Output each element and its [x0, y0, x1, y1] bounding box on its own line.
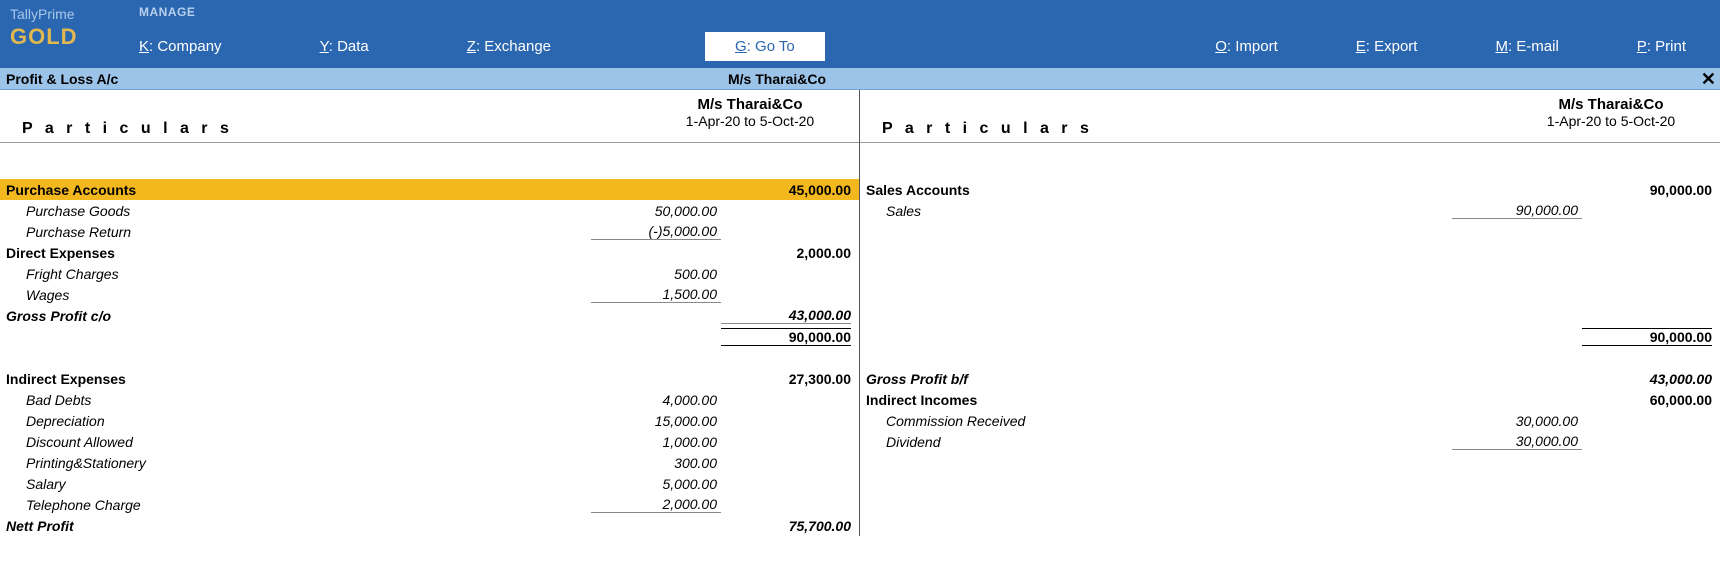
report-title: Profit & Loss A/c — [0, 71, 728, 87]
menu-data[interactable]: Y: Data — [316, 30, 373, 63]
left-company-name: M/s Tharai&Co — [651, 96, 849, 113]
right-period: 1-Apr-20 to 5-Oct-20 — [1512, 113, 1710, 129]
row-purchase-goods[interactable]: Purchase Goods 50,000.00 — [0, 200, 859, 221]
particulars-heading: P a r t i c u l a r s — [8, 96, 651, 138]
top-header: TallyPrime GOLD MANAGE K: Company Y: Dat… — [0, 0, 1720, 68]
row-indirect-incomes[interactable]: Indirect Incomes 60,000.00 — [860, 389, 1720, 410]
app-name: TallyPrime — [10, 6, 125, 22]
row-fright[interactable]: Fright Charges 500.00 — [0, 263, 859, 284]
right-col-header: P a r t i c u l a r s M/s Tharai&Co 1-Ap… — [860, 90, 1720, 143]
row-telephone[interactable]: Telephone Charge 2,000.00 — [0, 494, 859, 515]
manage-label: MANAGE — [139, 5, 195, 19]
left-column: P a r t i c u l a r s M/s Tharai&Co 1-Ap… — [0, 90, 860, 536]
left-period: 1-Apr-20 to 5-Oct-20 — [651, 113, 849, 129]
row-direct-expenses[interactable]: Direct Expenses 2,000.00 — [0, 242, 859, 263]
left-company-block: M/s Tharai&Co 1-Apr-20 to 5-Oct-20 — [651, 96, 851, 138]
menu-goto[interactable]: G: Go To — [705, 32, 825, 61]
menu-import[interactable]: O: Import — [1211, 30, 1282, 63]
row-dividend[interactable]: Dividend 30,000.00 — [860, 431, 1720, 452]
right-company-block: M/s Tharai&Co 1-Apr-20 to 5-Oct-20 — [1512, 96, 1712, 138]
sub-company: M/s Tharai&Co — [728, 71, 826, 87]
spacer — [860, 284, 1720, 305]
row-gross-profit-bf[interactable]: Gross Profit b/f 43,000.00 — [860, 368, 1720, 389]
brand-block: TallyPrime GOLD — [0, 0, 135, 68]
particulars-heading-right: P a r t i c u l a r s — [868, 96, 1512, 138]
right-company-name: M/s Tharai&Co — [1512, 96, 1710, 113]
row-depreciation[interactable]: Depreciation 15,000.00 — [0, 410, 859, 431]
manage-row: MANAGE — [135, 0, 1720, 24]
spacer — [860, 263, 1720, 284]
menu-export[interactable]: E: Export — [1352, 30, 1422, 63]
row-indirect-expenses[interactable]: Indirect Expenses 27,300.00 — [0, 368, 859, 389]
report-body: P a r t i c u l a r s M/s Tharai&Co 1-Ap… — [0, 90, 1720, 536]
row-purchase-return[interactable]: Purchase Return (-)5,000.00 — [0, 221, 859, 242]
row-printing[interactable]: Printing&Stationery 300.00 — [0, 452, 859, 473]
row-right-subtotal1: 90,000.00 — [860, 326, 1720, 347]
menu-email[interactable]: M: E-mail — [1491, 30, 1562, 63]
menu-print[interactable]: P: Print — [1633, 30, 1690, 63]
row-salary[interactable]: Salary 5,000.00 — [0, 473, 859, 494]
menu-right-group: O: Import E: Export M: E-mail P: Print — [1211, 30, 1720, 63]
row-wages[interactable]: Wages 1,500.00 — [0, 284, 859, 305]
spacer — [0, 347, 859, 368]
row-commission[interactable]: Commission Received 30,000.00 — [860, 410, 1720, 431]
row-left-subtotal1: 90,000.00 — [0, 326, 859, 347]
spacer — [860, 221, 1720, 242]
spacer — [860, 347, 1720, 368]
left-col-header: P a r t i c u l a r s M/s Tharai&Co 1-Ap… — [0, 90, 859, 143]
row-bad-debts[interactable]: Bad Debts 4,000.00 — [0, 389, 859, 410]
row-nett-profit[interactable]: Nett Profit 75,700.00 — [0, 515, 859, 536]
edition-label: GOLD — [10, 24, 125, 50]
menu-company[interactable]: K: Company — [135, 30, 226, 63]
row-discount[interactable]: Discount Allowed 1,000.00 — [0, 431, 859, 452]
row-sales-accounts[interactable]: Sales Accounts 90,000.00 — [860, 179, 1720, 200]
row-sales[interactable]: Sales 90,000.00 — [860, 200, 1720, 221]
menu-exchange[interactable]: Z: Exchange — [463, 30, 555, 63]
spacer — [860, 242, 1720, 263]
sub-header: Profit & Loss A/c M/s Tharai&Co ✕ — [0, 68, 1720, 90]
menu-row: K: Company Y: Data Z: Exchange G: Go To … — [135, 24, 1720, 68]
row-gross-profit-co[interactable]: Gross Profit c/o 43,000.00 — [0, 305, 859, 326]
spacer — [860, 305, 1720, 326]
close-icon[interactable]: ✕ — [1701, 68, 1716, 90]
row-purchase-accounts[interactable]: Purchase Accounts 45,000.00 — [0, 179, 859, 200]
right-column: P a r t i c u l a r s M/s Tharai&Co 1-Ap… — [860, 90, 1720, 536]
menu-area: MANAGE K: Company Y: Data Z: Exchange G:… — [135, 0, 1720, 68]
right-rows: Sales Accounts 90,000.00 Sales 90,000.00… — [860, 143, 1720, 452]
left-rows: Purchase Accounts 45,000.00 Purchase Goo… — [0, 143, 859, 536]
